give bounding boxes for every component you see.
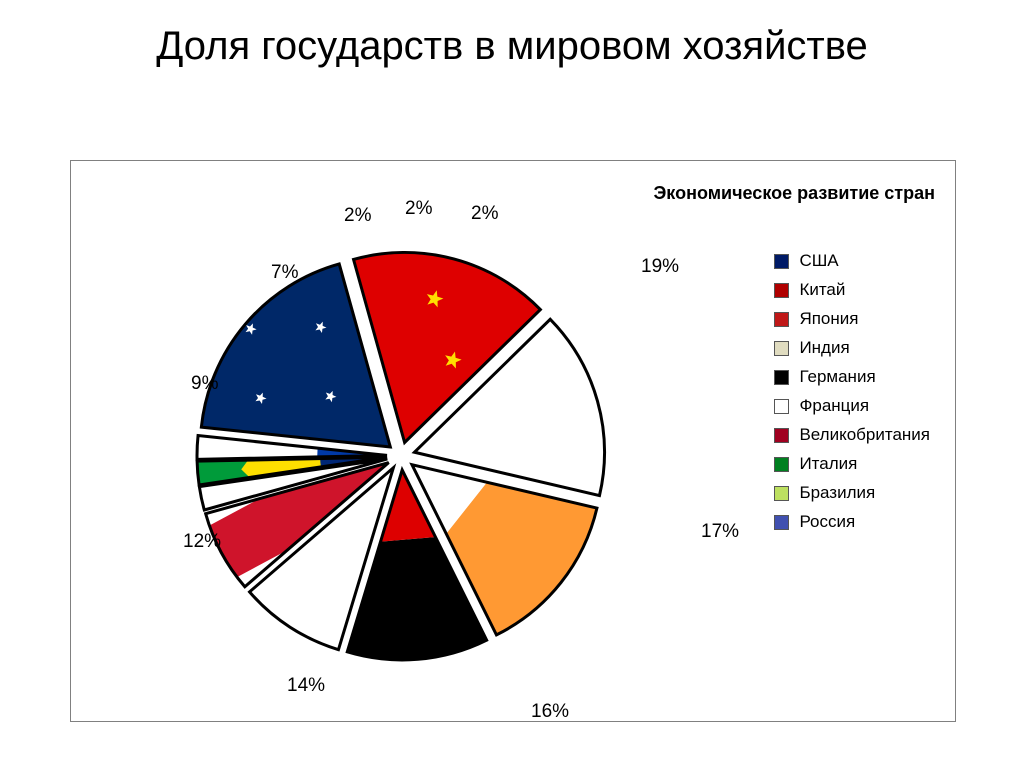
legend-swatch bbox=[774, 254, 789, 269]
legend-swatch bbox=[774, 457, 789, 472]
legend-item-brazil: Бразилия bbox=[774, 483, 930, 503]
legend-swatch bbox=[774, 486, 789, 501]
legend-swatch bbox=[774, 283, 789, 298]
legend-label: Великобритания bbox=[799, 425, 930, 445]
legend-swatch bbox=[774, 341, 789, 356]
pct-label-usa: 19% bbox=[641, 256, 679, 278]
pct-label-china: 17% bbox=[701, 521, 739, 543]
legend-swatch bbox=[774, 312, 789, 327]
legend-item-germany: Германия bbox=[774, 367, 930, 387]
legend-swatch bbox=[774, 428, 789, 443]
legend-label: Италия bbox=[799, 454, 857, 474]
slide-title: Доля государств в мировом хозяйстве bbox=[0, 0, 1024, 80]
slide: Доля государств в мировом хозяйстве Экон… bbox=[0, 0, 1024, 767]
chart-subtitle: Экономическое развитие стран bbox=[654, 183, 936, 204]
legend-item-russia: Россия bbox=[774, 512, 930, 532]
legend-swatch bbox=[774, 399, 789, 414]
legend-item-uk: Великобритания bbox=[774, 425, 930, 445]
pct-label-uk: 7% bbox=[271, 262, 298, 284]
pct-label-italy: 2% bbox=[344, 205, 371, 227]
legend-item-china: Китай bbox=[774, 280, 930, 300]
pie-chart: 19%17%16%14%12%9%7%2%2%2% bbox=[151, 191, 651, 691]
legend-label: Франция bbox=[799, 396, 869, 416]
legend-item-italy: Италия bbox=[774, 454, 930, 474]
legend-item-usa: США bbox=[774, 251, 930, 271]
legend-label: Индия bbox=[799, 338, 849, 358]
legend-item-france: Франция bbox=[774, 396, 930, 416]
legend-label: США bbox=[799, 251, 838, 271]
legend-label: Китай bbox=[799, 280, 845, 300]
legend-swatch bbox=[774, 370, 789, 385]
pct-label-france: 9% bbox=[191, 373, 218, 395]
legend: США Китай Япония Индия Германия Франция Велико… bbox=[774, 251, 930, 541]
legend-label: Россия bbox=[799, 512, 855, 532]
chart-frame: Экономическое развитие стран 19% 17% 16% 14… bbox=[70, 160, 956, 722]
legend-swatch bbox=[774, 515, 789, 530]
legend-label: Германия bbox=[799, 367, 875, 387]
legend-label: Япония bbox=[799, 309, 858, 329]
legend-item-japan: Япония bbox=[774, 309, 930, 329]
pct-label-germany: 12% bbox=[183, 531, 221, 553]
pct-label-brazil: 2% bbox=[405, 198, 432, 220]
legend-label: Бразилия bbox=[799, 483, 875, 503]
legend-item-india: Индия bbox=[774, 338, 930, 358]
pct-label-russia: 2% bbox=[471, 203, 498, 225]
pct-label-india: 14% bbox=[287, 675, 325, 697]
pct-label-japan: 16% bbox=[531, 701, 569, 723]
